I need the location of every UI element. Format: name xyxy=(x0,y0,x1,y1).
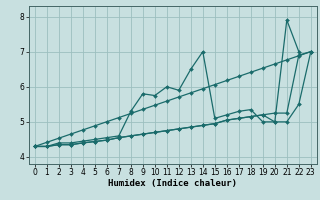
X-axis label: Humidex (Indice chaleur): Humidex (Indice chaleur) xyxy=(108,179,237,188)
